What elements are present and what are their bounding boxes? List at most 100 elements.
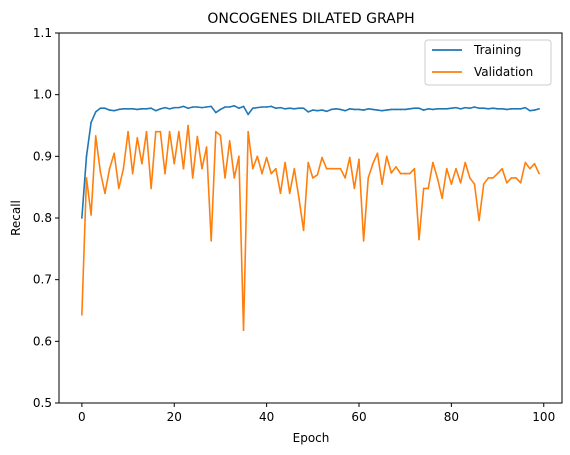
data-point-training: [335, 108, 337, 110]
data-point-training: [464, 106, 467, 109]
data-point-validation: [118, 187, 120, 190]
data-point-training: [473, 106, 476, 108]
data-point-validation: [385, 155, 388, 158]
data-point-validation: [395, 166, 397, 168]
data-point-validation: [182, 167, 185, 170]
data-point-training: [85, 155, 88, 158]
data-point-validation: [409, 172, 411, 175]
data-point-training: [404, 108, 406, 111]
data-point-validation: [145, 130, 148, 133]
data-point-validation: [427, 187, 430, 190]
data-point-validation: [316, 174, 319, 176]
data-point-validation: [298, 197, 300, 200]
data-point-validation: [85, 177, 88, 179]
data-point-validation: [482, 183, 485, 185]
data-point-validation: [432, 161, 434, 164]
data-point-training: [519, 108, 522, 110]
data-point-validation: [436, 177, 439, 180]
data-point-validation: [275, 167, 277, 170]
data-point-training: [251, 107, 254, 110]
data-point-training: [376, 109, 379, 111]
legend-label-validation: Validation: [474, 65, 533, 79]
data-point-training: [298, 107, 300, 110]
data-point-validation: [154, 130, 157, 133]
data-point-training: [94, 111, 97, 113]
data-point-training: [228, 106, 231, 108]
data-point-validation: [533, 162, 536, 165]
data-point-training: [510, 108, 513, 110]
data-point-validation: [376, 152, 379, 155]
data-point-training: [219, 108, 222, 111]
data-point-validation: [455, 167, 457, 170]
data-point-validation: [464, 161, 467, 164]
data-point-validation: [81, 314, 83, 316]
data-point-validation: [422, 187, 425, 190]
data-point-training: [385, 109, 388, 111]
series-layer: [81, 104, 540, 332]
data-point-validation: [279, 192, 282, 195]
data-point-training: [279, 106, 282, 109]
x-tick-label: 20: [167, 410, 182, 424]
x-tick-label: 60: [351, 410, 366, 424]
data-point-validation: [293, 167, 296, 170]
data-point-validation: [487, 177, 490, 179]
data-point-training: [432, 108, 434, 111]
data-point-validation: [104, 192, 106, 195]
data-point-validation: [159, 130, 162, 133]
data-point-validation: [510, 177, 513, 179]
data-point-training: [501, 108, 503, 110]
data-point-validation: [358, 158, 360, 161]
data-point-training: [362, 109, 365, 111]
data-point-training: [164, 106, 166, 109]
data-point-training: [316, 109, 319, 112]
data-point-validation: [127, 130, 129, 133]
data-point-validation: [515, 177, 517, 179]
data-point-training: [265, 106, 268, 108]
data-point-training: [492, 107, 494, 110]
data-point-training: [307, 111, 309, 113]
data-point-training: [238, 107, 240, 110]
x-axis-label: Epoch: [293, 431, 330, 445]
data-point-training: [409, 108, 411, 110]
data-point-training: [445, 108, 448, 110]
data-point-training: [515, 108, 517, 110]
data-point-validation: [519, 182, 522, 184]
data-point-validation: [131, 172, 134, 175]
data-point-validation: [242, 329, 245, 332]
data-point-training: [187, 107, 189, 110]
data-point-validation: [367, 177, 370, 179]
data-point-validation: [404, 172, 406, 175]
y-tick-label: 0.7: [33, 273, 52, 287]
data-point-validation: [187, 124, 189, 127]
data-point-validation: [108, 167, 111, 170]
data-point-training: [390, 108, 393, 111]
data-point-training: [242, 105, 245, 108]
data-point-validation: [335, 167, 337, 170]
data-point-validation: [196, 135, 199, 138]
y-tick-label: 0.8: [33, 211, 52, 225]
data-point-validation: [210, 240, 212, 242]
data-point-training: [367, 108, 370, 110]
chart-title: ONCOGENES DILATED GRAPH: [207, 11, 414, 27]
data-point-validation: [330, 167, 333, 170]
data-point-training: [201, 106, 203, 109]
legend-frame: [424, 39, 552, 86]
data-point-training: [205, 106, 208, 108]
data-point-validation: [441, 197, 443, 200]
data-point-training: [233, 104, 236, 107]
data-point-validation: [321, 156, 323, 159]
data-point-training: [427, 108, 430, 110]
y-tick-label: 0.9: [33, 149, 52, 163]
axes-layer: 0 20 40 60 80 100 0.5 0.6 0.7 0.8 0.9 1.0 1.1: [33, 26, 563, 424]
data-point-validation: [501, 167, 503, 170]
data-point-training: [353, 108, 356, 111]
data-point-validation: [247, 130, 249, 133]
data-point-validation: [459, 182, 462, 184]
data-point-training: [339, 108, 342, 111]
data-point-training: [90, 121, 92, 124]
series-line-training: [81, 104, 540, 219]
data-point-validation: [270, 172, 273, 175]
data-point-training: [196, 106, 199, 108]
data-point-validation: [228, 140, 231, 142]
data-point-validation: [348, 156, 351, 159]
